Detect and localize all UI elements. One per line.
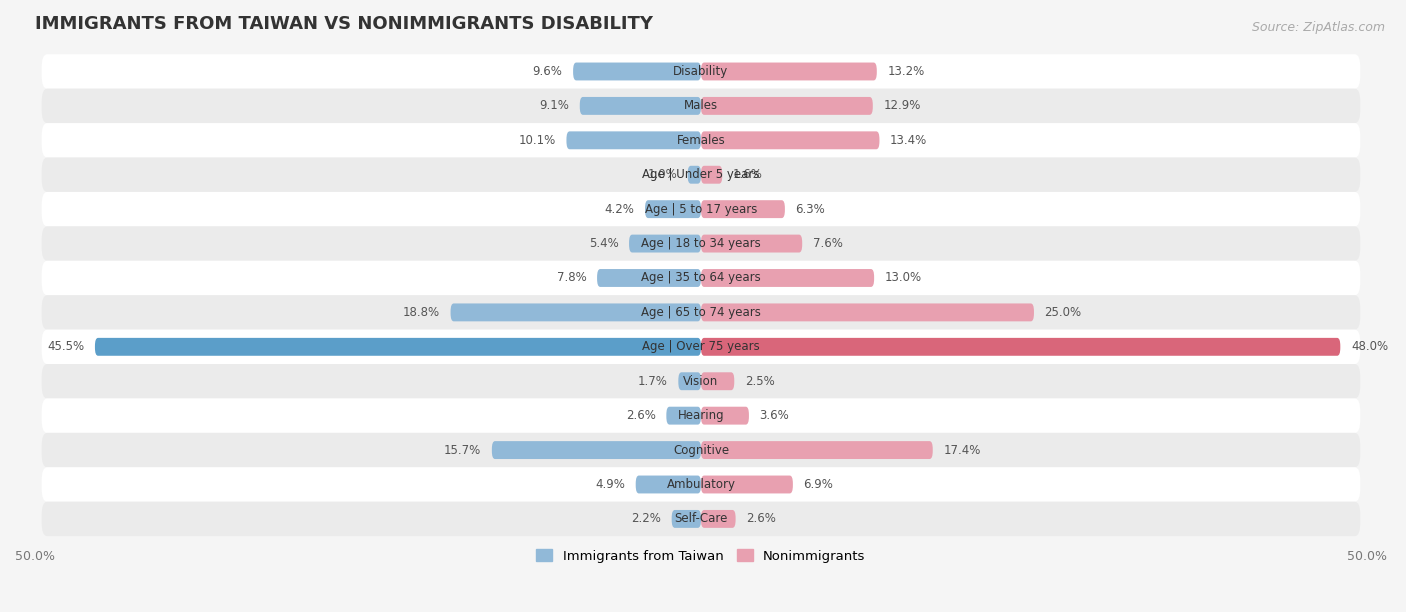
FancyBboxPatch shape (702, 62, 877, 80)
Text: 1.6%: 1.6% (733, 168, 763, 181)
FancyBboxPatch shape (702, 269, 875, 287)
Text: 18.8%: 18.8% (402, 306, 440, 319)
FancyBboxPatch shape (702, 200, 785, 218)
FancyBboxPatch shape (96, 338, 702, 356)
Text: 13.2%: 13.2% (887, 65, 925, 78)
FancyBboxPatch shape (42, 295, 1360, 330)
FancyBboxPatch shape (42, 364, 1360, 398)
Text: Disability: Disability (673, 65, 728, 78)
FancyBboxPatch shape (702, 132, 880, 149)
Text: Age | 18 to 34 years: Age | 18 to 34 years (641, 237, 761, 250)
Text: Age | 5 to 17 years: Age | 5 to 17 years (645, 203, 758, 215)
Text: 9.1%: 9.1% (540, 99, 569, 113)
Text: Self-Care: Self-Care (675, 512, 728, 526)
Text: 5.4%: 5.4% (589, 237, 619, 250)
Text: Source: ZipAtlas.com: Source: ZipAtlas.com (1251, 21, 1385, 34)
FancyBboxPatch shape (702, 510, 735, 528)
FancyBboxPatch shape (702, 476, 793, 493)
Text: 13.4%: 13.4% (890, 134, 928, 147)
FancyBboxPatch shape (702, 407, 749, 425)
FancyBboxPatch shape (42, 502, 1360, 536)
Text: 2.6%: 2.6% (626, 409, 655, 422)
Text: Age | Over 75 years: Age | Over 75 years (643, 340, 759, 353)
FancyBboxPatch shape (42, 261, 1360, 295)
FancyBboxPatch shape (702, 234, 803, 253)
FancyBboxPatch shape (574, 62, 702, 80)
Text: 10.1%: 10.1% (519, 134, 555, 147)
FancyBboxPatch shape (492, 441, 702, 459)
Text: 48.0%: 48.0% (1351, 340, 1388, 353)
Text: 7.8%: 7.8% (557, 272, 586, 285)
FancyBboxPatch shape (688, 166, 702, 184)
Text: 2.2%: 2.2% (631, 512, 661, 526)
Text: Vision: Vision (683, 375, 718, 388)
Text: 6.3%: 6.3% (796, 203, 825, 215)
Text: Hearing: Hearing (678, 409, 724, 422)
FancyBboxPatch shape (42, 398, 1360, 433)
Text: 25.0%: 25.0% (1045, 306, 1081, 319)
FancyBboxPatch shape (628, 234, 702, 253)
Text: 4.9%: 4.9% (595, 478, 626, 491)
Text: 7.6%: 7.6% (813, 237, 842, 250)
Text: 2.5%: 2.5% (745, 375, 775, 388)
Text: 6.9%: 6.9% (804, 478, 834, 491)
FancyBboxPatch shape (42, 89, 1360, 123)
FancyBboxPatch shape (702, 338, 1340, 356)
Text: 17.4%: 17.4% (943, 444, 981, 457)
FancyBboxPatch shape (450, 304, 702, 321)
Text: 1.7%: 1.7% (638, 375, 668, 388)
FancyBboxPatch shape (702, 372, 734, 390)
Text: Cognitive: Cognitive (673, 444, 730, 457)
Text: 1.0%: 1.0% (647, 168, 678, 181)
FancyBboxPatch shape (636, 476, 702, 493)
FancyBboxPatch shape (42, 226, 1360, 261)
Legend: Immigrants from Taiwan, Nonimmigrants: Immigrants from Taiwan, Nonimmigrants (531, 544, 870, 568)
Text: Age | 65 to 74 years: Age | 65 to 74 years (641, 306, 761, 319)
Text: 2.6%: 2.6% (747, 512, 776, 526)
FancyBboxPatch shape (702, 304, 1033, 321)
Text: 3.6%: 3.6% (759, 409, 789, 422)
FancyBboxPatch shape (567, 132, 702, 149)
FancyBboxPatch shape (702, 441, 932, 459)
FancyBboxPatch shape (579, 97, 702, 115)
Text: 4.2%: 4.2% (605, 203, 634, 215)
Text: 9.6%: 9.6% (533, 65, 562, 78)
FancyBboxPatch shape (42, 330, 1360, 364)
FancyBboxPatch shape (645, 200, 702, 218)
FancyBboxPatch shape (598, 269, 702, 287)
FancyBboxPatch shape (42, 192, 1360, 226)
Text: 15.7%: 15.7% (444, 444, 481, 457)
FancyBboxPatch shape (666, 407, 702, 425)
FancyBboxPatch shape (678, 372, 702, 390)
Text: Age | 35 to 64 years: Age | 35 to 64 years (641, 272, 761, 285)
Text: Ambulatory: Ambulatory (666, 478, 735, 491)
FancyBboxPatch shape (42, 157, 1360, 192)
Text: 13.0%: 13.0% (884, 272, 922, 285)
Text: IMMIGRANTS FROM TAIWAN VS NONIMMIGRANTS DISABILITY: IMMIGRANTS FROM TAIWAN VS NONIMMIGRANTS … (35, 15, 652, 33)
Text: 45.5%: 45.5% (48, 340, 84, 353)
Text: 12.9%: 12.9% (883, 99, 921, 113)
Text: Males: Males (683, 99, 718, 113)
FancyBboxPatch shape (42, 123, 1360, 157)
FancyBboxPatch shape (702, 166, 723, 184)
FancyBboxPatch shape (42, 468, 1360, 502)
FancyBboxPatch shape (672, 510, 702, 528)
FancyBboxPatch shape (42, 433, 1360, 468)
Text: Females: Females (676, 134, 725, 147)
FancyBboxPatch shape (42, 54, 1360, 89)
FancyBboxPatch shape (702, 97, 873, 115)
Text: Age | Under 5 years: Age | Under 5 years (643, 168, 759, 181)
